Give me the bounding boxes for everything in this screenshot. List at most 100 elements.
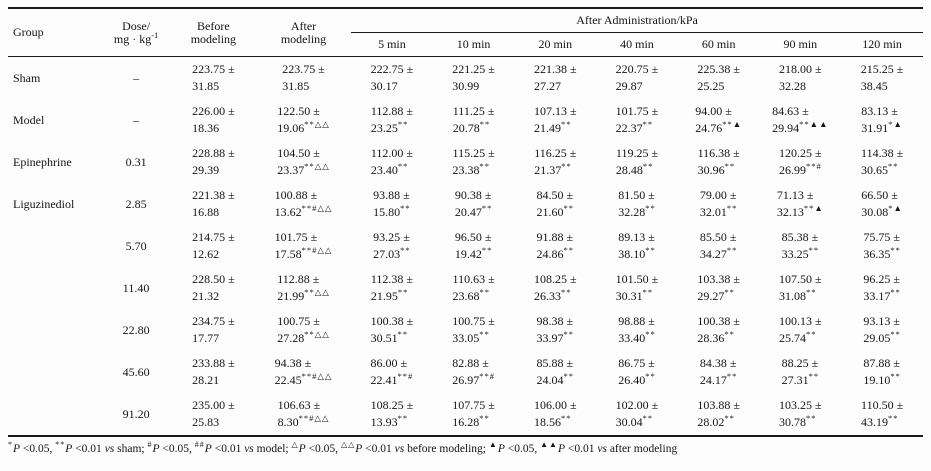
col-header-60min: 60 min	[677, 32, 760, 57]
mean-value: 114.38 ±	[861, 146, 904, 160]
sd-value: 32.28	[779, 79, 807, 93]
value-cell: 100.75 ±27.28**△△	[256, 309, 351, 351]
sd-value: 32.28**	[618, 203, 656, 219]
sd-value: 34.27**	[699, 245, 738, 261]
mean-value: 221.38 ±	[533, 62, 577, 76]
value-cell: 87.88 ±19.10**	[841, 351, 923, 393]
mean-sd-block: 233.88 ± 28.21	[192, 355, 235, 389]
significance-marks: *▲	[888, 119, 903, 129]
sd-value: 23.40**	[370, 161, 409, 177]
mean-value: 112.88 ±	[277, 272, 320, 286]
mean-sd-block: 112.88 ±21.99**△△	[277, 271, 330, 305]
mean-value: 94.38 ±	[274, 356, 312, 370]
mean-sd-block: 79.00 ±32.01**	[700, 187, 738, 221]
significance-marks: **▲	[722, 119, 743, 129]
value-cell: 81.50 ±32.28**	[596, 183, 678, 225]
dose-cell: 91.20	[122, 406, 150, 421]
significance-marks: **	[890, 329, 901, 339]
sd-value: 16.88	[192, 205, 220, 219]
mean-sd-block: 112.38 ±21.95**	[371, 271, 413, 305]
sd-value: 21.49**	[533, 119, 572, 135]
value-cell: 122.50 ±19.06**△△	[256, 99, 351, 141]
value-cell: 103.38 ±29.27**	[678, 267, 760, 309]
value-cell: 83.13 ±31.91*▲	[841, 99, 923, 141]
mean-value: 110.63 ±	[452, 272, 495, 286]
table-row: 22.80 234.75 ±17.77 100.75 ±27.28**△△ 100.3…	[8, 309, 923, 351]
sd-value: 21.60**	[536, 203, 575, 219]
value-cell: 222.75 ± 30.17	[351, 57, 433, 100]
dose-header-line2: mg · kg-1	[113, 29, 159, 46]
significance-marks: **	[645, 245, 656, 255]
mean-sd-block: 111.25 ±20.78**	[453, 103, 495, 137]
value-cell: 223.75 ± 31.85	[256, 57, 351, 100]
value-cell: 235.00 ± 25.83	[171, 393, 256, 436]
mean-sd-block: 93.88 ±15.80**	[373, 187, 411, 221]
sd-value: 30.08*▲	[861, 203, 903, 219]
mean-value: 225.38 ±	[697, 62, 740, 76]
significance-marks: **	[890, 287, 901, 297]
mean-sd-block: 66.50 ±30.08*▲	[861, 187, 903, 221]
group-cell: Model	[13, 112, 45, 127]
value-cell: 85.38 ±33.25**	[760, 225, 842, 267]
col-header-90min: 90 min	[759, 32, 842, 57]
significance-marks: **	[563, 371, 575, 381]
mean-sd-block: 119.25 ±28.48**	[616, 145, 658, 179]
mean-value: 116.25 ±	[534, 146, 577, 160]
mean-value: 221.25 ±	[452, 62, 495, 76]
significance-marks: **△△	[304, 119, 330, 129]
sd-value: 26.97**#	[452, 371, 495, 387]
sd-value: 21.99**△△	[277, 287, 330, 303]
sd-value: 29.39	[192, 163, 220, 177]
mean-value: 223.75 ±	[192, 62, 235, 76]
sd-value: 26.33**	[533, 287, 572, 303]
mean-value: 98.88 ±	[618, 314, 655, 328]
mean-sd-block: 86.00 ±22.41**#	[371, 355, 414, 389]
mean-sd-block: 107.50 ±31.08**	[779, 271, 822, 305]
col-header-after-administration: After Administration/kPa	[351, 8, 923, 33]
mean-value: 96.25 ±	[863, 272, 900, 286]
table-header: Group Dose/ mg · kg-1 Before modeling Af…	[8, 8, 923, 57]
sd-value: 30.78**	[779, 413, 817, 429]
significance-marks: **	[563, 203, 575, 213]
significance-marks: **	[890, 245, 901, 255]
sd-value: 28.48**	[615, 161, 654, 177]
mean-sd-block: 215.25 ± 38.45	[861, 61, 904, 95]
mean-sd-block: 100.75 ±33.05**	[452, 313, 495, 347]
significance-marks: **	[642, 413, 654, 423]
col-header-group: Group	[8, 8, 102, 57]
sd-value: 13.93**	[370, 413, 409, 429]
mean-sd-block: 234.75 ± 17.77	[192, 313, 235, 347]
value-cell: 103.25 ±30.78**	[760, 393, 842, 436]
value-cell: 108.25 ±13.93**	[351, 393, 433, 436]
mean-sd-block: 84.38 ±24.17**	[700, 355, 738, 389]
mean-value: 94.00 ±	[695, 104, 732, 118]
value-cell: 234.75 ± 17.77	[171, 309, 256, 351]
value-cell: 98.88 ±33.40**	[596, 309, 678, 351]
value-cell: 107.75 ±16.28**	[433, 393, 515, 436]
value-cell: 84.50 ±21.60**	[514, 183, 596, 225]
value-cell: 106.00 ±18.56**	[514, 393, 596, 436]
significance-marks: **△△	[304, 329, 330, 339]
mean-value: 107.13 ±	[533, 104, 577, 118]
sd-value: 30.65**	[861, 161, 899, 177]
value-cell: 112.88 ±23.25**	[351, 99, 433, 141]
mean-sd-block: 220.75 ± 29.87	[616, 61, 659, 95]
mean-sd-block: 120.25 ±26.99**#	[779, 145, 822, 179]
mean-sd-block: 221.25 ± 30.99	[452, 61, 495, 95]
sd-value: 17.58**#△△	[274, 245, 333, 261]
table-row: Epinephrine 0.31 228.88 ±29.39 104.50 ±23.3…	[8, 141, 923, 183]
sd-value: 30.31**	[615, 287, 654, 303]
value-cell: 82.88 ±26.97**#	[433, 351, 515, 393]
significance-marks: **	[806, 329, 817, 339]
table-body: Sham – 223.75 ± 31.85 223.75 ± 31.85 222.75 ± 3…	[8, 57, 923, 437]
mean-value: 103.38 ±	[697, 272, 740, 286]
table-row: Model – 226.00 ± 18.36 122.50 ±19.06**△△ 112.…	[8, 99, 923, 141]
mean-value: 71.13 ±	[776, 188, 814, 202]
mean-sd-block: 100.38 ±28.36**	[697, 313, 740, 347]
mean-sd-block: 84.50 ±21.60**	[537, 187, 575, 221]
value-cell: 101.75 ±17.58**#△△	[256, 225, 351, 267]
sd-value: 29.05**	[863, 329, 901, 345]
sd-value: 25.74**	[779, 329, 817, 345]
footnote: *P <0.05, **P <0.01 vs sham; #P <0.05, #…	[8, 440, 678, 455]
mean-value: 75.75 ±	[863, 230, 900, 244]
